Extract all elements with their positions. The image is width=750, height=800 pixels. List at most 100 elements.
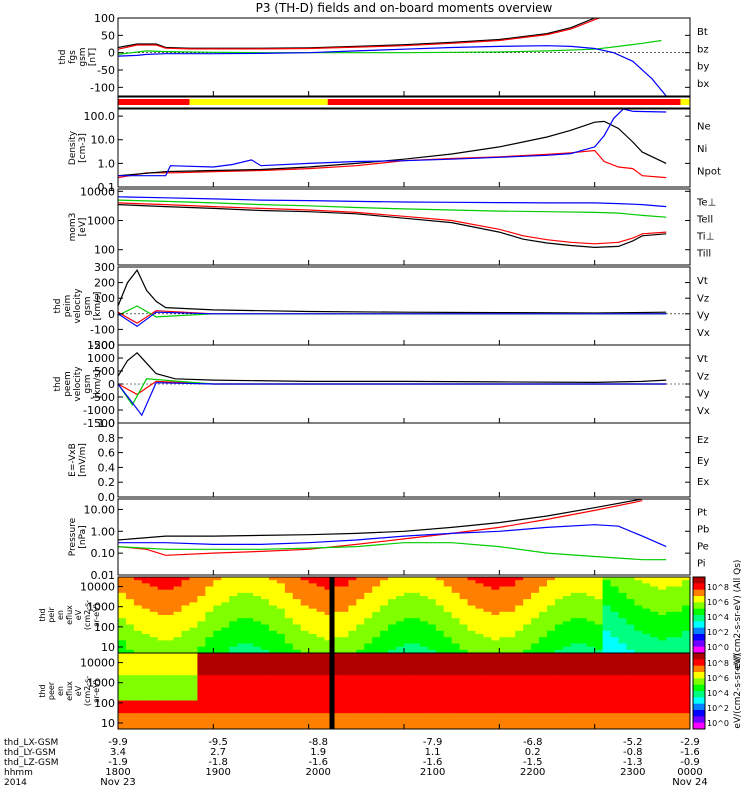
spec-cell	[515, 580, 524, 584]
spec-cell	[658, 694, 667, 698]
spec-cell	[245, 634, 254, 638]
spec-cell	[396, 627, 405, 632]
spec-cell	[253, 675, 262, 679]
spec-cell	[396, 586, 405, 591]
x-row-value: -9.5	[208, 737, 228, 748]
spec-cell	[133, 681, 143, 686]
spec-cell	[626, 599, 635, 603]
spec-cell	[125, 640, 135, 644]
spec-cell	[547, 662, 556, 667]
spec-cell	[213, 678, 222, 682]
spec-cell	[618, 605, 627, 610]
colorbar-step	[693, 722, 705, 730]
spec-cell	[459, 725, 469, 730]
spec-cell	[578, 662, 588, 667]
spec-cell	[133, 665, 143, 670]
spec-cell	[610, 577, 619, 581]
spec-cell	[340, 615, 349, 619]
spec-cell	[467, 722, 476, 727]
spec-cell	[491, 656, 500, 660]
spec-cell	[141, 608, 151, 613]
colorbar-step	[693, 634, 705, 641]
spec-cell	[411, 672, 421, 676]
spec-cell	[245, 713, 254, 717]
spec-cell	[443, 618, 453, 622]
spec-cell	[634, 703, 643, 708]
spec-cell	[205, 684, 214, 689]
spec-cell	[245, 615, 254, 619]
spec-cell	[562, 719, 572, 724]
spec-cell	[125, 643, 135, 648]
spec-cell	[658, 665, 667, 670]
spec-cell	[181, 659, 190, 663]
spec-cell	[372, 691, 381, 695]
spec-cell	[515, 618, 524, 622]
spec-cell	[340, 694, 349, 698]
spec-cell	[276, 656, 286, 660]
spec-cell	[149, 719, 159, 724]
spec-cell	[332, 653, 341, 657]
spec-cell	[451, 634, 461, 638]
spec-cell	[523, 662, 532, 667]
spec-cell	[356, 694, 365, 698]
spec-cell	[499, 703, 508, 708]
spec-cell	[483, 621, 492, 625]
y-tick-label: 0	[108, 378, 115, 391]
spec-cell	[197, 627, 206, 632]
spec-cell	[618, 672, 627, 676]
spec-cell	[404, 662, 413, 667]
spec-cell	[435, 719, 445, 724]
spec-cell	[578, 659, 588, 663]
spec-cell	[539, 668, 548, 673]
x-row-label: thd_LZ-GSM	[4, 758, 59, 768]
spec-cell	[618, 684, 627, 689]
spec-cell	[324, 624, 333, 629]
spec-cell	[292, 596, 302, 600]
spec-cell	[372, 716, 381, 720]
spec-cell	[157, 725, 167, 730]
spec-cell	[189, 662, 198, 667]
spec-cell	[634, 681, 643, 686]
spec-cell	[125, 618, 135, 622]
spec-cell	[118, 637, 127, 641]
spec-cell	[483, 611, 492, 616]
series-Vx	[118, 382, 667, 417]
spec-cell	[594, 665, 604, 670]
spec-cell	[284, 602, 294, 606]
spec-cell	[300, 646, 310, 651]
spec-cell	[165, 659, 175, 663]
spec-cell	[650, 618, 659, 622]
spec-cell	[419, 672, 429, 676]
spec-cell	[181, 583, 190, 587]
spec-cell	[276, 602, 286, 606]
spec-cell	[221, 599, 230, 603]
spec-cell	[276, 637, 286, 641]
spec-cell	[419, 691, 429, 695]
spec-cell	[332, 662, 341, 667]
spec-cell	[205, 681, 214, 686]
spec-cell	[610, 710, 619, 714]
spec-cell	[475, 703, 484, 708]
spec-cell	[396, 710, 405, 714]
spec-cell	[340, 637, 349, 641]
spec-cell	[483, 694, 492, 698]
spec-cell	[316, 599, 326, 603]
spec-cell	[149, 643, 159, 648]
spec-cell	[157, 621, 167, 625]
spec-cell	[157, 722, 167, 727]
spec-cell	[292, 621, 302, 625]
spec-cell	[284, 675, 294, 679]
spec-cell	[626, 668, 635, 673]
spec-cell	[650, 643, 659, 648]
spec-cell	[682, 665, 691, 670]
spec-cell	[284, 624, 294, 629]
spec-cell	[181, 589, 190, 594]
spec-cell	[332, 672, 341, 676]
spec-cell	[197, 710, 206, 714]
spec-cell	[483, 583, 492, 587]
spec-cell	[245, 596, 254, 600]
panel-frame	[117, 266, 691, 346]
spec-cell	[467, 681, 476, 686]
spec-cell	[666, 716, 675, 720]
spec-cell	[618, 630, 627, 635]
